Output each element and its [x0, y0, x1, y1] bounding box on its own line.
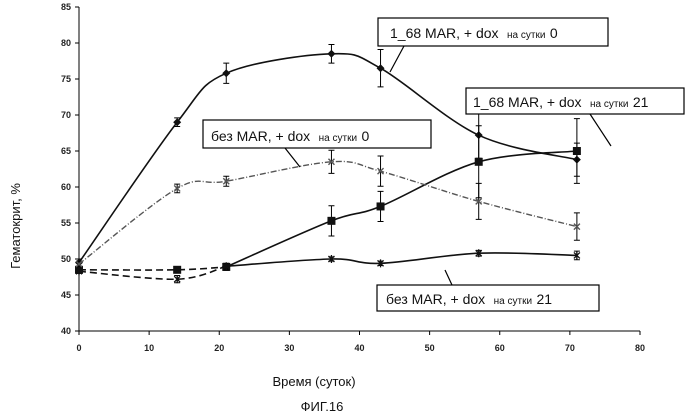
data-point: [573, 147, 581, 155]
series-label-4-main: без MAR, + dox: [386, 291, 485, 307]
x-tick-label: 30: [284, 343, 294, 353]
series-label-2-main: 1_68 MAR, + dox: [473, 94, 582, 110]
y-tick-label: 85: [61, 2, 71, 12]
x-tick-label: 80: [635, 343, 645, 353]
leader-line-2: [590, 114, 611, 146]
x-tick-label: 60: [495, 343, 505, 353]
series-label-4-end: 21: [537, 291, 553, 307]
y-tick-label: 40: [61, 326, 71, 336]
y-tick-label: 75: [61, 74, 71, 84]
y-tick-label: 60: [61, 182, 71, 192]
x-axis-title: Время (суток): [272, 374, 355, 389]
series-line: [226, 253, 577, 266]
x-tick-label: 10: [144, 343, 154, 353]
series-line-pretreatment: [79, 267, 226, 270]
y-tick-label: 45: [61, 290, 71, 300]
series-3: [76, 150, 580, 267]
series-label-box-2: 1_68 MAR, + dox на сутки 21: [466, 88, 684, 114]
series-label-4-small: на сутки: [494, 296, 532, 307]
leader-line-3: [285, 148, 300, 167]
y-axis-title: Гематокрит, %: [8, 183, 23, 269]
figure-caption: ФИГ.16: [301, 399, 344, 414]
x-tick-label: 70: [565, 343, 575, 353]
data-point: [377, 64, 385, 72]
series-label-1-small: на сутки: [507, 30, 545, 41]
series-line: [226, 151, 577, 267]
y-tick-label: 70: [61, 110, 71, 120]
series-label-box-4: без MAR, + dox на сутки 21: [377, 285, 599, 311]
y-tick-label: 65: [61, 146, 71, 156]
leader-line-1: [390, 46, 404, 72]
series-label-1-main: 1_68 MAR, + dox: [390, 25, 499, 41]
data-point: [377, 202, 385, 210]
leader-line-4: [445, 270, 452, 285]
series-label-3-small: на сутки: [319, 133, 357, 144]
data-point: [222, 69, 230, 77]
data-point: [475, 158, 483, 166]
series-1: [75, 44, 581, 266]
x-tick-label: 40: [354, 343, 364, 353]
x-tick-label: 20: [214, 343, 224, 353]
series-label-box-1: 1_68 MAR, + dox на сутки 0: [378, 18, 608, 46]
y-tick-label: 50: [61, 254, 71, 264]
series-line: [79, 161, 577, 264]
series-label-box-3: без MAR, + dox на сутки 0: [203, 120, 431, 148]
series-label-3-end: 0: [362, 128, 370, 144]
series-label-1-end: 0: [550, 25, 558, 41]
x-tick-label: 50: [425, 343, 435, 353]
series-label-2-end: 21: [633, 94, 649, 110]
y-tick-label: 80: [61, 38, 71, 48]
series-label-3-main: без MAR, + dox: [211, 128, 310, 144]
y-tick-label: 55: [61, 218, 71, 228]
series-label-2-small: на сутки: [590, 99, 628, 110]
series-line: [79, 54, 577, 263]
x-tick-label: 0: [76, 343, 81, 353]
data-point: [327, 50, 335, 58]
series-4: [76, 249, 580, 283]
data-point: [173, 266, 181, 274]
data-point: [327, 217, 335, 225]
